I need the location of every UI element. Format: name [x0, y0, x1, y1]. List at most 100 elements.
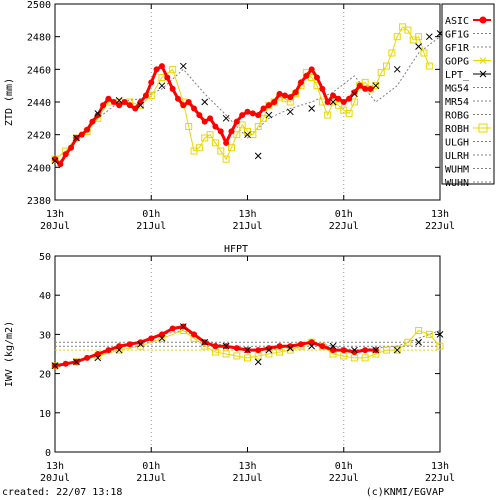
data-point — [276, 90, 283, 97]
data-point — [105, 347, 112, 354]
data-point — [372, 82, 380, 90]
data-point — [217, 128, 224, 135]
data-point — [330, 347, 337, 354]
data-point — [254, 123, 262, 130]
data-point — [265, 345, 272, 352]
data-point — [350, 98, 358, 106]
data-point — [361, 354, 369, 362]
data-point — [415, 43, 422, 50]
data-point — [249, 110, 256, 117]
x-tick-label-hour: 13h — [46, 461, 64, 472]
legend-label: MR54 — [445, 97, 469, 108]
data-point — [217, 147, 225, 155]
data-point — [206, 131, 214, 139]
ztd-y-ticks: 2380 2400 2420 2440 2460 2480 2500 — [27, 0, 440, 207]
ztd-y-axis-label: ZTD (mm) — [4, 78, 15, 126]
data-point — [84, 354, 91, 361]
data-point — [362, 347, 369, 354]
legend-item-asic: ASIC — [445, 16, 491, 27]
legend-item-robg: ROBG — [445, 111, 491, 122]
x-tick-label-date: 20Jul — [40, 221, 70, 232]
y-tick-label: 50 — [39, 252, 51, 263]
x-tick-label-date: 22Jul — [425, 473, 455, 484]
data-point — [191, 331, 198, 338]
y-tick-label: 2480 — [27, 33, 51, 44]
data-point — [201, 338, 209, 346]
legend-marker — [479, 16, 487, 24]
data-point — [201, 98, 209, 106]
data-point — [308, 66, 315, 73]
legend-label: ULRH — [445, 151, 469, 162]
series-lpt — [51, 323, 444, 370]
data-point — [367, 85, 374, 92]
data-point — [351, 90, 358, 98]
data-point — [334, 101, 342, 109]
y-tick-label: 2460 — [27, 65, 51, 76]
data-point — [303, 72, 310, 79]
x-tick-label-hour: 01h — [142, 461, 160, 472]
data-point — [73, 134, 80, 142]
data-point — [393, 346, 401, 354]
data-point — [372, 82, 380, 90]
data-point — [212, 123, 219, 130]
legend-marker — [479, 57, 487, 64]
data-point — [137, 99, 144, 105]
data-point — [255, 347, 262, 354]
data-point — [137, 101, 144, 109]
data-point — [292, 89, 299, 96]
data-point — [233, 131, 241, 139]
data-point — [233, 352, 241, 360]
y-tick-label: 40 — [39, 291, 51, 302]
data-point — [308, 339, 315, 346]
data-point — [94, 110, 102, 117]
x-tick-label-hour: 01h — [142, 209, 160, 220]
iwv-y-axis-label: IWV (kg/m2) — [4, 321, 15, 387]
legend-marker — [479, 70, 487, 78]
data-point — [137, 340, 144, 348]
series-others — [54, 36, 441, 168]
data-point — [340, 347, 347, 354]
data-point — [393, 33, 401, 41]
data-point — [222, 155, 230, 163]
y-tick-label: 2420 — [27, 131, 51, 142]
data-point — [297, 79, 304, 86]
x-tick-label-hour: 01h — [335, 209, 353, 220]
data-point — [340, 99, 347, 105]
data-point — [78, 131, 85, 138]
x-tick-label-hour: 13h — [431, 461, 449, 472]
data-point — [100, 102, 107, 109]
data-point — [169, 85, 176, 92]
data-point — [211, 139, 219, 147]
legend-item-gopg: GOPG — [445, 57, 491, 68]
data-point — [420, 49, 428, 57]
legend-item-mr54: MR54 — [445, 97, 491, 108]
data-point — [324, 111, 332, 119]
data-point — [196, 112, 203, 119]
data-point — [244, 108, 251, 115]
data-point — [158, 63, 165, 70]
iwv-plot-frame — [54, 255, 441, 453]
data-point — [249, 131, 257, 139]
data-point — [265, 111, 273, 119]
data-point — [62, 360, 69, 367]
data-point — [281, 92, 288, 99]
data-point — [115, 97, 123, 104]
legend-label: ASIC — [445, 16, 469, 27]
data-point — [351, 346, 358, 354]
data-point — [164, 74, 171, 81]
iwv-chart-title: HFPT — [224, 244, 248, 255]
x-tick-label-date: 21Jul — [136, 473, 166, 484]
ztd-legend: ASIC GF1G GF1R GOPG LPT_ MG54 MR54 ROBG ROBH ULGH… — [441, 3, 495, 189]
data-point — [324, 99, 331, 105]
data-point — [68, 144, 75, 151]
legend-item-lpt: LPT_ — [445, 70, 491, 81]
data-point — [244, 131, 251, 139]
ztd-grid — [150, 4, 345, 200]
data-point — [148, 335, 155, 342]
iwv-grid — [150, 256, 345, 452]
ztd-series — [51, 23, 444, 168]
data-point — [84, 126, 91, 133]
